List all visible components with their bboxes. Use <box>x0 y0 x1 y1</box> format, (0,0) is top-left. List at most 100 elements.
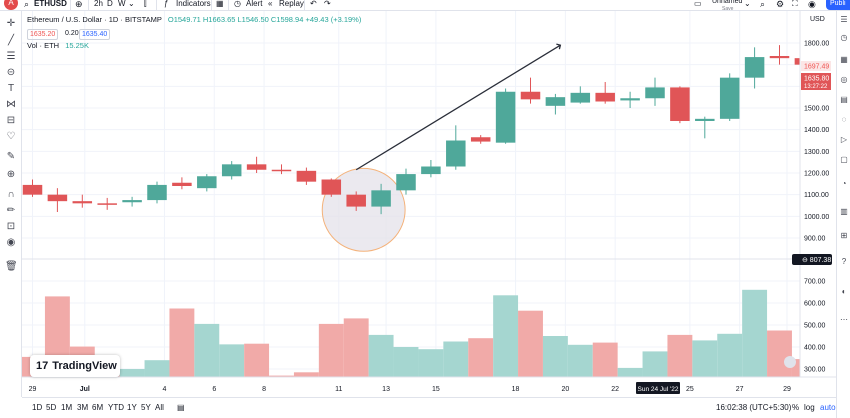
candle-body <box>296 170 317 182</box>
range-6m-button[interactable]: 6M <box>92 403 104 412</box>
volume-bar <box>617 367 643 377</box>
bid-price-label: 1635.80 <box>804 76 829 83</box>
range-1y-button[interactable]: 1Y <box>127 403 137 412</box>
toolbar-divider <box>304 0 305 10</box>
volume-bar <box>468 338 494 377</box>
crosshair-price-bg <box>792 254 832 265</box>
candle-body <box>321 179 342 195</box>
volume-bar <box>219 344 245 377</box>
alert-button[interactable]: Alert <box>246 0 263 8</box>
watchlist-icon[interactable]: ☰ <box>840 15 848 24</box>
price-tick-label: 1500.00 <box>804 106 829 113</box>
publish-button[interactable]: Publi <box>826 0 850 10</box>
last-price-label: 1697.49 <box>804 64 829 71</box>
volume-bar <box>144 360 170 377</box>
more-icon[interactable]: ⋯ <box>840 315 848 324</box>
tradingview-logo[interactable]: 17 TradingView <box>30 355 120 377</box>
layout-save-label[interactable]: Save <box>722 6 734 12</box>
fib-tool-icon[interactable]: ⊝ <box>6 67 16 78</box>
range-ytd-button[interactable]: YTD <box>108 403 124 412</box>
camera-icon[interactable]: ◉ <box>808 0 816 9</box>
ideas-icon[interactable]: ◌ <box>841 115 847 124</box>
volume-legend-label[interactable]: Vol · ETH <box>27 41 60 50</box>
chat-icon[interactable]: ▢ <box>840 155 848 164</box>
volume-bar <box>244 343 270 377</box>
candle-style-icon[interactable]: ⫿ <box>144 0 147 8</box>
undo-icon[interactable]: ↶ <box>310 0 317 8</box>
layout-icon[interactable]: ▭ <box>694 0 702 8</box>
interval-w-button[interactable]: W <box>118 0 126 8</box>
eye-icon[interactable]: ◉ <box>6 237 16 248</box>
alert-clock-icon[interactable]: ◷ <box>234 0 241 8</box>
ask-price-box[interactable]: 1635.40 <box>79 29 111 40</box>
price-chart[interactable]: USD1800.001700.001600.001500.001400.0013… <box>22 11 836 397</box>
notifications-icon[interactable]: ◔ <box>841 179 847 188</box>
ruler-icon[interactable]: ✎ <box>6 151 16 162</box>
layout-name[interactable]: Unnamed <box>712 0 743 5</box>
search-icon[interactable]: ⌕ <box>24 0 30 9</box>
trend-line-icon[interactable]: ╱ <box>7 35 15 46</box>
range-1m-button[interactable]: 1M <box>61 403 73 412</box>
measure-tool-icon[interactable]: ⊟ <box>6 115 16 126</box>
hotlist-icon[interactable]: ◎ <box>840 75 848 84</box>
bid-price-box[interactable]: 1635.20 <box>27 29 59 40</box>
user-avatar[interactable]: A <box>4 0 18 10</box>
chevron-down-icon[interactable]: ⌄ <box>744 0 751 8</box>
compare-plus-icon[interactable]: ⊕ <box>75 0 83 9</box>
bid-price-label-bg <box>801 73 831 90</box>
help-icon[interactable]: ? <box>841 257 847 266</box>
candle-body <box>495 91 516 143</box>
auto-scale-toggle[interactable]: auto <box>820 403 836 412</box>
fullscreen-icon[interactable]: ⛶ <box>792 0 798 8</box>
replay-button[interactable]: Replay <box>279 0 304 8</box>
pencil-lock-icon[interactable]: ✏ <box>6 205 16 216</box>
interval-2h-button[interactable]: 2h <box>94 0 103 8</box>
volume-bar <box>318 323 344 377</box>
trend-line <box>355 44 561 171</box>
pattern-tool-icon[interactable]: ⋈ <box>6 99 16 110</box>
lock-icon[interactable]: ⊡ <box>6 221 16 232</box>
order-panel-icon[interactable]: ▥ <box>840 207 848 216</box>
chevron-down-icon[interactable]: ⌄ <box>128 0 135 8</box>
log-scale-toggle[interactable]: log <box>804 403 815 412</box>
date-range-icon[interactable]: ▤ <box>177 403 185 412</box>
range-3m-button[interactable]: 3M <box>77 403 89 412</box>
percent-scale-toggle[interactable]: % <box>792 403 800 412</box>
time-tick-label: 25 <box>686 386 694 393</box>
indicators-icon[interactable]: ƒ <box>164 0 169 8</box>
trash-icon[interactable]: 🗑 <box>5 261 18 272</box>
legend-title[interactable]: Ethereum / U.S. Dollar · 1D · BITSTAMP <box>27 15 162 24</box>
volume-bar <box>767 330 792 377</box>
text-tool-icon[interactable]: T <box>7 83 15 94</box>
community-icon[interactable]: ◐ <box>841 287 847 296</box>
calendar-icon[interactable]: ▤ <box>840 95 848 104</box>
candle-body <box>545 97 566 106</box>
utc-clock[interactable]: 16:02:38 (UTC+5:30) <box>716 403 792 412</box>
data-window-icon[interactable]: ▦ <box>840 55 848 64</box>
range-5y-button[interactable]: 5Y <box>141 403 151 412</box>
layout-grid-icon[interactable]: ▦ <box>216 0 224 8</box>
candle-body <box>570 92 591 103</box>
range-5d-button[interactable]: 5D <box>46 403 57 412</box>
range-1d-button[interactable]: 1D <box>32 403 43 412</box>
zoom-in-icon[interactable]: ⊕ <box>6 169 16 180</box>
redo-icon[interactable]: ↷ <box>324 0 331 8</box>
symbol-search-button[interactable]: ETHUSD <box>34 0 67 8</box>
dom-icon[interactable]: ⊞ <box>840 231 848 240</box>
crosshair-icon[interactable]: ✛ <box>6 18 16 29</box>
alerts-clock-icon[interactable]: ◷ <box>840 33 848 42</box>
search-icon[interactable]: ⌕ <box>760 0 766 9</box>
indicators-button[interactable]: Indicators <box>176 0 211 8</box>
favorites-heart-icon[interactable]: ♡ <box>6 131 16 142</box>
magnet-icon[interactable]: ∩ <box>7 189 15 200</box>
toolbar-divider <box>228 0 229 10</box>
tradingview-logo-text: TradingView <box>52 360 117 372</box>
time-tick-label: 29 <box>29 386 37 393</box>
horizontal-lines-icon[interactable]: ☰ <box>6 51 16 62</box>
streams-icon[interactable]: ▷ <box>840 135 848 144</box>
interval-d-button[interactable]: D <box>107 0 113 8</box>
candle-body <box>122 200 142 203</box>
settings-gear-icon[interactable]: ⚙ <box>776 0 785 9</box>
replay-icon[interactable]: « <box>268 0 273 8</box>
range-all-button[interactable]: All <box>155 403 164 412</box>
